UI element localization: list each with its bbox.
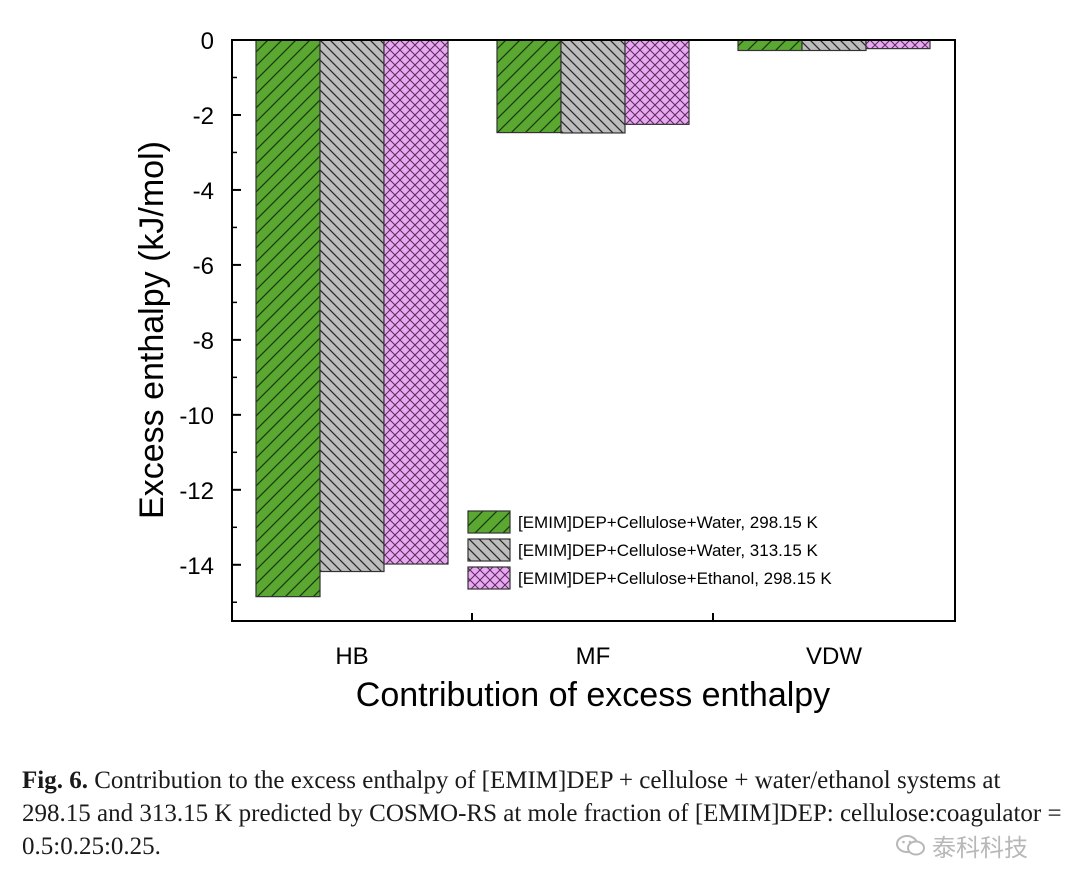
bar-mf-series-3 xyxy=(624,39,690,125)
x-axis-title: Contribution of excess enthalpy xyxy=(356,676,830,714)
bar-mf-series-2 xyxy=(560,39,626,134)
y-tick-label: -10 xyxy=(179,403,214,430)
x-tick-label: MF xyxy=(576,643,611,670)
x-tick-label: HB xyxy=(335,643,368,670)
x-axis: HB MF VDW xyxy=(231,613,956,670)
bar-hb-series-1 xyxy=(255,39,321,598)
legend-swatch xyxy=(467,510,511,534)
y-tick-label: -4 xyxy=(193,178,214,205)
chart: 0 -2 -4 -6 -8 -10 -12 -14 HB MF VDW [EMIM]DEP+Cel… xyxy=(133,28,956,714)
plot-border xyxy=(231,39,956,622)
bar-mf-series-1 xyxy=(496,39,562,134)
x-tick-label: VDW xyxy=(806,643,862,670)
figure-label: Fig. 6. xyxy=(22,767,88,794)
bar-hb-series-3 xyxy=(383,39,449,565)
y-tick-label: 0 xyxy=(201,28,214,55)
bar-hb-series-2 xyxy=(319,39,385,573)
legend-swatch xyxy=(467,538,511,562)
y-tick-label: -6 xyxy=(193,253,214,280)
figure-caption: Fig. 6. Contribution to the excess entha… xyxy=(22,764,1067,863)
watermark: 泰科科技 xyxy=(896,828,1028,863)
y-tick-label: -8 xyxy=(193,328,214,355)
plot-frame xyxy=(231,39,956,622)
bar-vdw-series-2 xyxy=(801,39,867,52)
watermark-text: 泰科科技 xyxy=(932,834,1028,862)
y-tick-label: -2 xyxy=(193,103,214,130)
legend: [EMIM]DEP+Cellulose+Water, 298.15 K [EMIM… xyxy=(467,510,832,590)
legend-entry: [EMIM]DEP+Cellulose+Ethanol, 298.15 K xyxy=(518,569,832,588)
y-axis-title: Excess enthalpy (kJ/mol) xyxy=(133,141,171,519)
bar-vdw-series-3 xyxy=(865,39,931,50)
bar-vdw-series-1 xyxy=(737,39,803,52)
legend-swatch xyxy=(467,566,511,590)
caption-text: Contribution to the excess enthalpy of [… xyxy=(22,767,1062,860)
legend-entry: [EMIM]DEP+Cellulose+Water, 313.15 K xyxy=(518,541,819,560)
y-tick-label: -12 xyxy=(179,478,214,505)
y-tick-label: -14 xyxy=(179,553,214,580)
wechat-icon xyxy=(896,834,926,858)
y-axis: 0 -2 -4 -6 -8 -10 -12 -14 xyxy=(179,28,241,604)
legend-entry: [EMIM]DEP+Cellulose+Water, 298.15 K xyxy=(518,513,819,532)
